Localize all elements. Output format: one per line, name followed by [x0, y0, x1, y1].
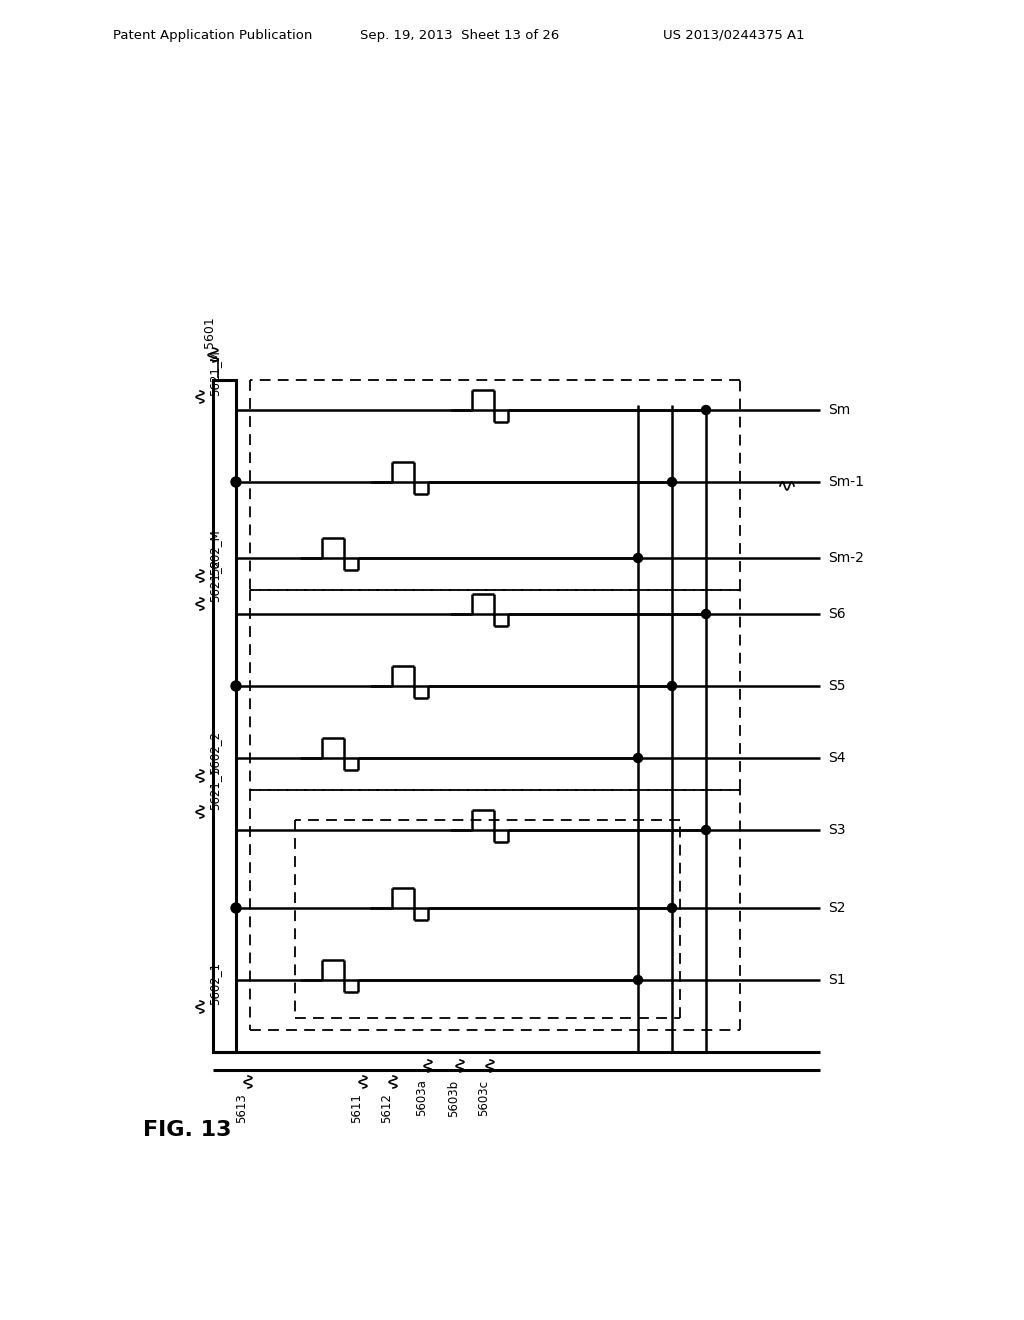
Circle shape — [668, 681, 677, 690]
Text: 5621_2: 5621_2 — [209, 558, 221, 602]
Text: Patent Application Publication: Patent Application Publication — [113, 29, 312, 41]
Text: 5612: 5612 — [381, 1093, 393, 1123]
Text: 5601: 5601 — [203, 315, 215, 348]
Text: Sm-1: Sm-1 — [828, 475, 864, 488]
Text: S4: S4 — [828, 751, 846, 766]
Text: S6: S6 — [828, 607, 846, 620]
Text: 5611: 5611 — [350, 1093, 364, 1123]
Circle shape — [668, 903, 677, 912]
Text: 5621_1: 5621_1 — [209, 767, 221, 809]
Bar — [213, 380, 236, 1052]
Text: FIG. 13: FIG. 13 — [143, 1119, 231, 1140]
Circle shape — [701, 405, 711, 414]
Text: Sm-2: Sm-2 — [828, 550, 864, 565]
Circle shape — [634, 975, 642, 985]
Text: US 2013/0244375 A1: US 2013/0244375 A1 — [663, 29, 805, 41]
Circle shape — [231, 681, 241, 690]
Circle shape — [701, 825, 711, 834]
Text: 5613: 5613 — [236, 1093, 249, 1123]
Text: 5603b: 5603b — [447, 1080, 461, 1117]
Text: Sep. 19, 2013  Sheet 13 of 26: Sep. 19, 2013 Sheet 13 of 26 — [360, 29, 559, 41]
Text: 5603c: 5603c — [477, 1080, 490, 1115]
Text: Sm: Sm — [828, 403, 850, 417]
Text: 5603a: 5603a — [416, 1080, 428, 1117]
Text: S1: S1 — [828, 973, 846, 987]
Text: S5: S5 — [828, 678, 846, 693]
Text: 5602_M: 5602_M — [209, 529, 221, 576]
Text: 5621_M: 5621_M — [209, 350, 221, 396]
Circle shape — [668, 478, 677, 487]
Circle shape — [231, 477, 241, 487]
Circle shape — [634, 553, 642, 562]
Text: 5602_1: 5602_1 — [209, 961, 221, 1005]
Circle shape — [634, 754, 642, 763]
Text: S2: S2 — [828, 902, 846, 915]
Circle shape — [701, 610, 711, 619]
Text: 5602_2: 5602_2 — [209, 730, 221, 774]
Text: S3: S3 — [828, 822, 846, 837]
Circle shape — [231, 903, 241, 913]
